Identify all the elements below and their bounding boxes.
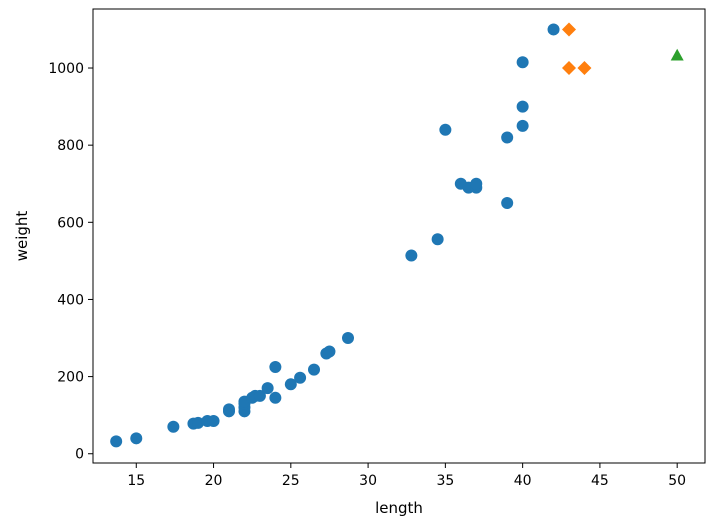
data-point-circle	[516, 119, 529, 132]
x-tick-label: 15	[127, 473, 145, 489]
x-axis-label: length	[375, 499, 423, 517]
y-tick-label: 400	[57, 292, 84, 308]
y-axis: 0 200 400 600 800 1000	[48, 61, 93, 463]
data-point-circle	[405, 249, 418, 262]
y-tick-label: 800	[57, 138, 84, 154]
data-point-circle	[269, 360, 282, 373]
data-point-circle	[308, 363, 320, 376]
data-point-circle	[323, 345, 336, 358]
data-point-circle	[342, 332, 354, 345]
data-point-circle	[223, 403, 235, 416]
data-point-diamond	[562, 61, 576, 76]
x-axis: 15 20 25 30 35 40 45 50	[127, 463, 686, 489]
x-tick-label: 35	[436, 473, 454, 489]
x-tick-label: 25	[282, 473, 300, 489]
data-point-circle	[431, 233, 444, 246]
data-point-circle	[439, 123, 452, 136]
x-tick-label: 50	[668, 473, 686, 489]
data-point-triangle	[670, 48, 684, 61]
data-point-circle	[253, 389, 266, 402]
data-point-circle	[547, 23, 560, 36]
data-point-circle	[167, 420, 180, 433]
x-tick-label: 45	[591, 473, 609, 489]
x-tick-label: 20	[205, 473, 223, 489]
plot-area	[92, 8, 706, 464]
data-point-circle	[207, 414, 220, 427]
data-point-diamond	[577, 61, 592, 76]
data-point-circle	[192, 416, 205, 429]
data-point-circle	[501, 131, 514, 144]
data-point-circle	[501, 197, 514, 210]
y-tick-label: 0	[75, 447, 84, 463]
data-points	[110, 22, 684, 448]
data-point-circle	[130, 432, 143, 445]
data-point-circle	[269, 391, 282, 404]
data-point-circle	[261, 382, 274, 395]
data-point-circle	[110, 435, 123, 448]
data-point-circle	[516, 100, 529, 113]
y-tick-label: 200	[57, 370, 84, 386]
y-tick-label: 600	[57, 215, 84, 231]
data-point-circle	[284, 378, 297, 391]
x-tick-label: 40	[514, 473, 532, 489]
y-tick-label: 1000	[48, 61, 84, 77]
y-axis-label: weight	[13, 211, 31, 262]
x-tick-label: 30	[359, 473, 377, 489]
data-point-circle	[294, 371, 307, 384]
data-point-diamond	[562, 22, 576, 37]
data-point-circle	[516, 56, 529, 69]
data-point-circle	[470, 177, 483, 190]
